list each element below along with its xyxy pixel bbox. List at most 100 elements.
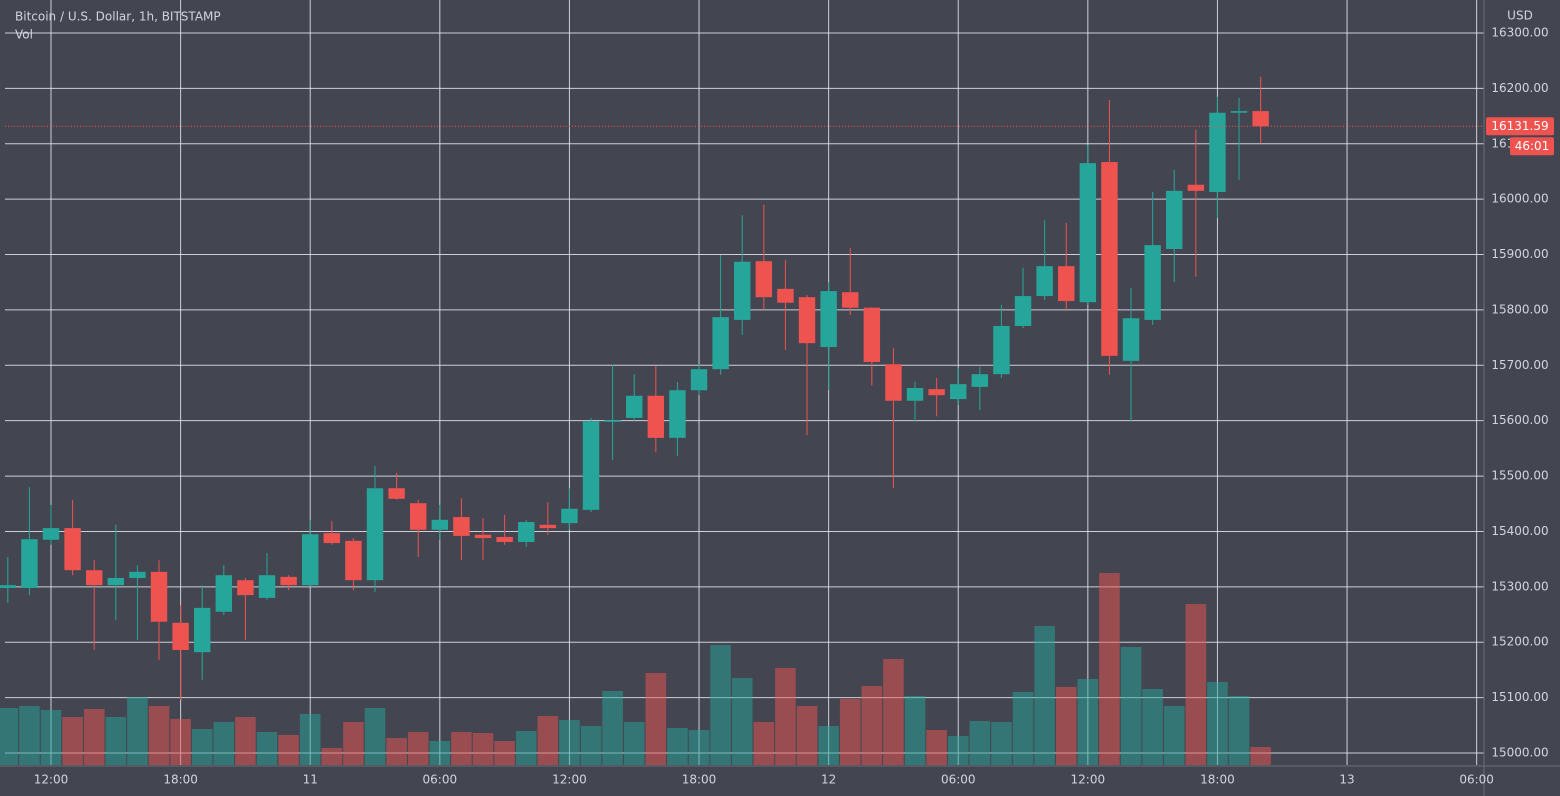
volume-bar <box>1207 682 1228 765</box>
candle-body <box>1187 184 1205 191</box>
volume-bar <box>105 717 127 765</box>
candle-body <box>1252 111 1269 127</box>
candle-body <box>0 585 17 588</box>
x-tick-label: 12:00 <box>34 773 69 787</box>
volume-bar <box>472 733 494 765</box>
countdown-label: 46:01 <box>1515 139 1550 153</box>
volume-bar <box>213 722 235 765</box>
volume-bar <box>1034 626 1055 765</box>
y-tick-label: 15500.00 <box>1491 469 1548 483</box>
volume-bar <box>969 721 991 765</box>
candle-body <box>1122 318 1140 361</box>
volume-bar <box>1228 696 1250 765</box>
candle-body <box>647 395 665 438</box>
y-tick-label: 16300.00 <box>1491 26 1548 40</box>
volume-bar <box>1055 687 1077 765</box>
volume-bar <box>775 668 796 765</box>
candle-body <box>604 420 621 422</box>
volume-bar <box>429 741 451 765</box>
x-tick-label: 18:00 <box>682 773 717 787</box>
candle-body <box>863 307 881 362</box>
volume-bar <box>667 728 688 765</box>
candle-body <box>950 384 967 400</box>
candle-body <box>885 364 902 401</box>
candle-body <box>1166 190 1183 250</box>
volume-bar <box>40 710 62 765</box>
x-tick-label: 06:00 <box>423 773 458 787</box>
candle-body <box>906 388 924 401</box>
candle-body <box>518 522 535 542</box>
volume-bar <box>386 738 407 765</box>
y-tick-label: 15200.00 <box>1491 635 1548 649</box>
candle-body <box>21 539 38 588</box>
candle-body <box>690 369 708 391</box>
candle-body <box>1079 163 1097 303</box>
volume-bar <box>926 730 947 765</box>
volume-bar <box>645 673 667 765</box>
candle-body <box>1144 245 1161 320</box>
volume-bar <box>753 722 775 765</box>
y-tick-label: 15100.00 <box>1491 690 1548 704</box>
volume-bar <box>1142 689 1163 765</box>
volume-bar <box>1077 679 1099 765</box>
candle-body <box>388 488 405 499</box>
volume-bar <box>839 699 861 765</box>
x-tick-label: 12:00 <box>1071 773 1106 787</box>
volume-bar <box>191 729 213 765</box>
volume-label: Vol <box>15 28 33 42</box>
volume-bar <box>62 717 83 765</box>
x-tick-label: 12:00 <box>552 773 587 787</box>
candle-body <box>453 517 470 536</box>
candle-body <box>496 536 513 542</box>
volume-bar <box>1012 692 1034 765</box>
volume-bar <box>688 730 710 765</box>
candle-body <box>42 528 60 540</box>
volume-bar <box>364 708 386 765</box>
candle-body <box>1014 296 1032 326</box>
candle-body <box>64 528 81 571</box>
axis-layer: 15000.00 15100.00 15200.00 15300.00 15400.00… <box>5 26 1554 787</box>
candle-body <box>107 577 125 586</box>
volume-bar <box>1099 573 1120 765</box>
volume-bar <box>515 731 537 765</box>
volume-bar <box>321 748 343 765</box>
candle-body <box>150 571 168 622</box>
y-tick-label: 15400.00 <box>1491 524 1548 538</box>
volume-bar <box>1185 604 1207 765</box>
volume-bar <box>1120 647 1142 765</box>
volume-bar <box>861 686 883 765</box>
candle-body <box>194 607 211 653</box>
candle-body <box>302 534 319 586</box>
candle-body <box>755 261 773 298</box>
candle-body <box>971 374 989 387</box>
volume-bar <box>1163 706 1185 765</box>
candle-body <box>582 421 600 510</box>
volume-bar <box>407 732 429 765</box>
y-tick-label: 16200.00 <box>1491 81 1548 95</box>
candle-body <box>86 570 103 586</box>
x-tick-label: 18:00 <box>163 773 198 787</box>
candle-body <box>323 533 341 544</box>
volume-bar <box>343 722 364 765</box>
y-axis-label: USD <box>1507 9 1533 23</box>
candle-body <box>215 575 233 612</box>
candle-body <box>842 292 859 308</box>
y-tick-label: 16000.00 <box>1491 192 1548 206</box>
volume-bar <box>991 722 1012 765</box>
volume-bar <box>623 722 645 765</box>
chart-title: Bitcoin / U.S. Dollar, 1h, BITSTAMP <box>15 10 221 24</box>
y-tick-label: 15700.00 <box>1491 358 1548 372</box>
candle-body <box>431 519 449 530</box>
volume-bar <box>19 706 40 765</box>
candle-body <box>798 297 816 344</box>
x-tick-label: 06:00 <box>1459 773 1494 787</box>
candle-body <box>626 395 643 418</box>
candle-body <box>345 540 362 581</box>
candle-body <box>820 291 837 348</box>
candle-body <box>280 576 297 586</box>
candle-body <box>1230 111 1248 113</box>
candle-body <box>777 288 794 303</box>
volume-bar <box>883 659 904 765</box>
candle-body <box>258 575 276 598</box>
